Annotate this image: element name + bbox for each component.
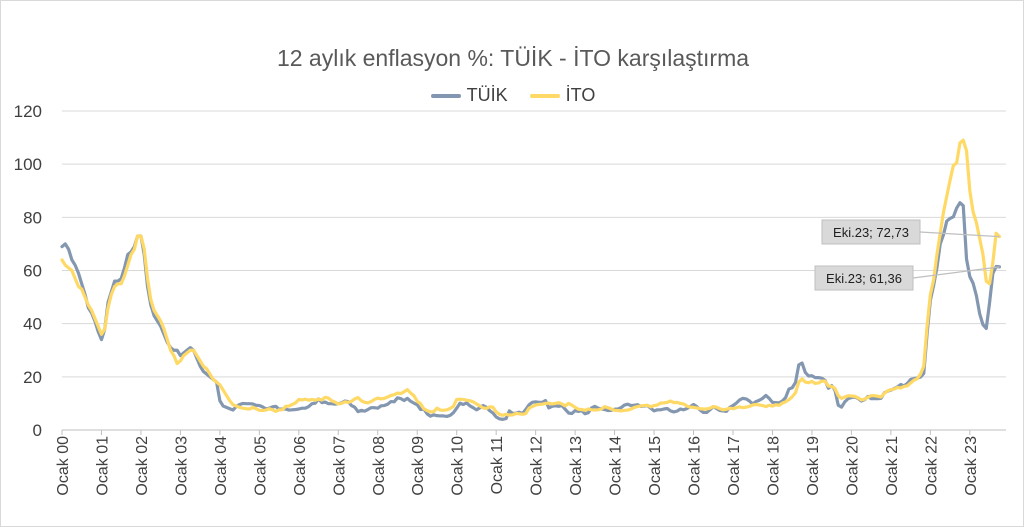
x-tick-label: Ocak 17: [726, 436, 743, 496]
x-tick-label: Ocak 16: [687, 436, 704, 496]
x-tick-label: Ocak 21: [884, 436, 901, 496]
x-tick-label: Ocak 06: [292, 436, 309, 496]
x-tick-label: Ocak 01: [94, 436, 111, 496]
callout-label: Eki.23; 61,36: [826, 271, 902, 286]
x-tick-label: Ocak 19: [805, 436, 822, 496]
x-tick-label: Ocak 10: [450, 436, 467, 496]
x-tick-label: Ocak 03: [173, 436, 190, 496]
y-tick-label-100: 100: [14, 155, 42, 174]
y-tick-label-20: 20: [23, 368, 42, 387]
x-tick-label: Ocak 00: [55, 436, 72, 496]
x-tick-label: Ocak 14: [608, 436, 625, 496]
callout-label: Eki.23; 72,73: [833, 225, 909, 240]
x-tick-label: Ocak 23: [963, 436, 980, 496]
x-tick-label: Ocak 05: [252, 436, 269, 496]
x-tick-label: Ocak 08: [371, 436, 388, 496]
y-tick-label-120: 120: [14, 102, 42, 121]
x-tick-label: Ocak 20: [844, 436, 861, 496]
y-tick-label-80: 80: [23, 208, 42, 227]
x-tick-label: Ocak 22: [923, 436, 940, 496]
y-tick-label-60: 60: [23, 262, 42, 281]
callout-leader: [920, 232, 999, 237]
x-tick-label: Ocak 18: [765, 436, 782, 496]
y-tick-label-0: 0: [33, 421, 42, 440]
x-tick-label: Ocak 12: [529, 436, 546, 496]
x-tick-label: Ocak 09: [410, 436, 427, 496]
x-tick-label: Ocak 07: [331, 436, 348, 496]
x-tick-label: Ocak 11: [489, 436, 506, 495]
x-tick-label: Ocak 15: [647, 436, 664, 496]
x-tick-label: Ocak 02: [134, 436, 151, 496]
x-tick-label: Ocak 04: [213, 436, 230, 496]
y-tick-label-40: 40: [23, 315, 42, 334]
x-tick-label: Ocak 13: [568, 436, 585, 496]
